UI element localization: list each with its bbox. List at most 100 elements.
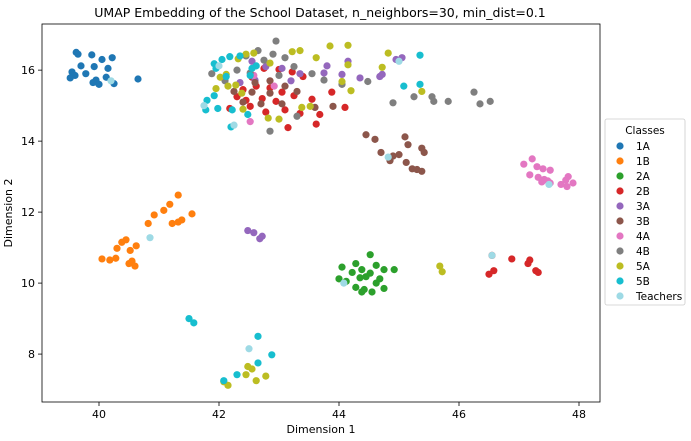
point-5a-11 — [312, 54, 320, 62]
point-1b-6 — [168, 219, 176, 228]
legend-marker-1b — [616, 157, 624, 165]
point-4b-3 — [281, 54, 289, 62]
point-1b-19 — [131, 262, 139, 270]
legend-items: 1A 1B 2A 2B 3A 3B 4A 4B 5A 5B Teachers — [616, 141, 682, 303]
point-2b-22 — [284, 124, 292, 132]
point-3a-6 — [356, 74, 364, 82]
point-4b-21 — [476, 100, 484, 108]
point-4b-7 — [308, 70, 316, 78]
point-2a-19 — [368, 288, 376, 296]
point-4b-6 — [290, 62, 298, 71]
legend-label-teachers: Teachers — [635, 291, 682, 303]
point-5b-25 — [220, 377, 228, 385]
y-tick-label-8: 8 — [28, 348, 35, 361]
legend-marker-1a — [616, 142, 624, 150]
point-2b-27 — [508, 255, 516, 263]
point-4a-12 — [538, 178, 546, 186]
point-5b-22 — [268, 351, 276, 359]
point-1b-5 — [150, 211, 158, 219]
point-2a-12 — [335, 275, 343, 283]
point-5a-26 — [436, 262, 444, 270]
point-2a-9 — [362, 273, 370, 281]
point-3b-2 — [281, 82, 289, 90]
point-3b-15 — [377, 148, 385, 157]
point-4a-6 — [539, 165, 547, 173]
point-4b-2 — [269, 50, 277, 58]
point-2a-4 — [390, 266, 398, 274]
point-5b-9 — [203, 96, 211, 104]
point-4a-16 — [557, 180, 565, 189]
legend-label-3b: 3B — [636, 216, 650, 228]
point-1b-15 — [98, 255, 106, 263]
legend-label-1a: 1A — [636, 141, 651, 153]
point-teachers-2 — [215, 62, 223, 70]
point-2b-8 — [278, 88, 286, 96]
point-5a-24 — [347, 87, 355, 95]
legend-label-5a: 5A — [636, 261, 651, 273]
point-5a-6 — [326, 42, 334, 50]
point-2a-6 — [348, 268, 356, 277]
point-3b-10 — [362, 131, 370, 139]
point-5b-3 — [236, 52, 244, 60]
legend-item-1a: 1A — [616, 141, 651, 153]
point-4b-13 — [208, 70, 216, 78]
point-4a-8 — [526, 171, 534, 179]
legend-label-2b: 2B — [636, 186, 650, 198]
legend-label-3a: 3A — [636, 201, 651, 213]
point-2a-11 — [356, 274, 364, 282]
point-2b-29 — [526, 256, 534, 264]
point-1a-12 — [66, 74, 74, 82]
point-4b-15 — [389, 99, 397, 107]
point-2b-16 — [246, 102, 254, 110]
point-4b-11 — [233, 66, 241, 74]
x-axis-label: Dimension 1 — [287, 423, 356, 436]
legend-marker-4a — [616, 232, 624, 240]
point-3b-23 — [420, 148, 428, 157]
point-5a-21 — [298, 103, 306, 112]
point-4b-1 — [272, 37, 280, 45]
point-3a-3 — [296, 70, 304, 78]
point-1b-13 — [126, 246, 134, 255]
point-3b-5 — [266, 89, 274, 97]
point-5b-21 — [254, 332, 262, 340]
point-4a-1 — [270, 82, 278, 90]
point-4a-15 — [569, 179, 577, 187]
point-3b-11 — [371, 135, 379, 143]
point-1a-4 — [77, 62, 85, 70]
legend-box — [604, 118, 686, 306]
point-5a-20 — [275, 115, 283, 123]
point-4a-14 — [562, 176, 570, 184]
point-5b-11 — [214, 104, 222, 113]
point-3b-9 — [278, 100, 286, 108]
x-tick-label-44: 44 — [332, 408, 346, 421]
point-5a-27 — [438, 268, 446, 276]
point-teachers-5 — [395, 57, 403, 65]
point-4b-16 — [410, 93, 418, 101]
point-2a-15 — [352, 283, 360, 291]
point-5b-17 — [416, 80, 424, 88]
point-5b-1 — [218, 55, 226, 64]
point-5a-1 — [250, 49, 258, 57]
legend-item-5a: 5A — [616, 261, 651, 273]
point-3a-2 — [278, 64, 286, 72]
point-5a-9 — [378, 63, 386, 71]
point-4b-10 — [364, 77, 372, 86]
point-4a-4 — [528, 155, 536, 163]
point-4b-25 — [275, 71, 283, 80]
point-5a-14 — [224, 82, 232, 90]
point-5a-19 — [264, 114, 272, 122]
point-2a-17 — [358, 288, 366, 296]
point-2b-18 — [281, 106, 289, 114]
point-3b-18 — [402, 158, 410, 167]
point-teachers-9 — [340, 279, 348, 287]
point-4b-22 — [486, 97, 494, 105]
point-5b-13 — [244, 110, 252, 119]
legend-item-5b: 5B — [616, 276, 650, 288]
point-5a-16 — [232, 81, 240, 89]
legend-item-3b: 3B — [616, 216, 650, 228]
point-teachers-1 — [200, 102, 208, 110]
point-1a-17 — [74, 50, 82, 58]
point-1b-14 — [112, 254, 120, 262]
point-5b-15 — [246, 71, 254, 80]
